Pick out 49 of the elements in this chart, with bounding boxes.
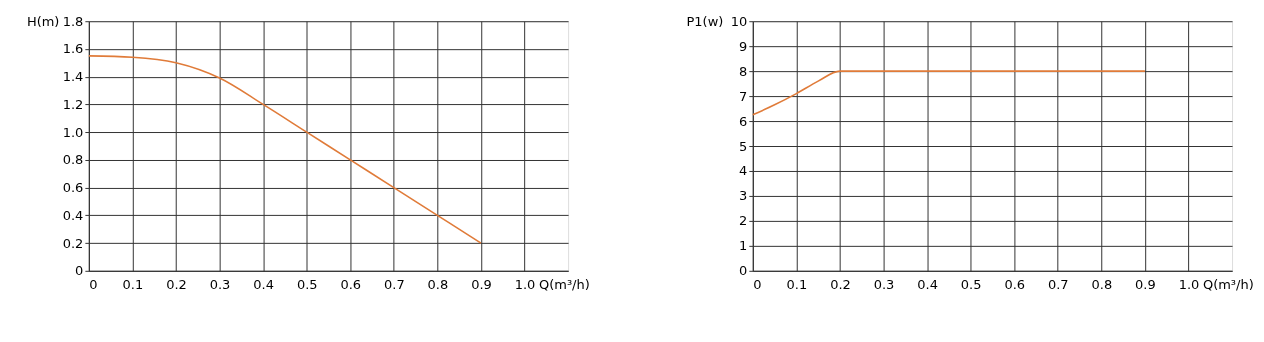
x-tick-label: 0.2 [166, 277, 187, 293]
y-tick-label: 2 [739, 213, 748, 229]
y-tick-label: 1.6 [62, 41, 84, 57]
x-tick-label: 0.5 [296, 277, 318, 293]
x-tick-label: 0.6 [340, 277, 362, 293]
x-axis-title: Q(m³/h) [539, 277, 590, 293]
x-tick-label: 0 [753, 277, 762, 293]
line-series [752, 70, 1146, 116]
y-tick-label: 6 [739, 113, 748, 129]
x-axis-title: Q(m³/h) [1202, 277, 1254, 293]
x-tick-label: 0.3 [873, 277, 895, 293]
x-tick-label: 0.1 [122, 277, 144, 293]
y-axis-title: H(m) [26, 13, 60, 29]
y-tick-label: 0.8 [62, 152, 84, 168]
y-tick-label: 7 [739, 88, 748, 104]
x-tick-label: 0.4 [253, 277, 274, 293]
y-tick-label: 1 [739, 238, 748, 254]
y-tick-label: 1.0 [62, 124, 84, 140]
y-tick-label: 0.4 [62, 207, 84, 223]
y-axis-title: P1(w) [686, 13, 724, 29]
x-tick-label: 0.4 [917, 277, 938, 293]
x-tick-label: 0.8 [1091, 277, 1113, 293]
y-tick-label: 0.6 [62, 180, 84, 196]
x-tick-label: 0.8 [427, 277, 449, 293]
x-tick-label: 1.0 [514, 277, 536, 293]
y-tick-label: 1.2 [62, 96, 84, 112]
x-tick-label: 0.9 [471, 277, 492, 293]
x-tick-label: 1.0 [1178, 277, 1200, 293]
y-tick-label: 0 [75, 263, 84, 279]
y-tick-label: 3 [739, 188, 748, 204]
x-tick-label: 0 [89, 277, 98, 293]
x-tick-label: 0.7 [384, 277, 405, 293]
x-tick-label: 0.1 [786, 277, 808, 293]
y-tick-label: 1.8 [62, 13, 84, 29]
x-tick-label: 0.7 [1047, 277, 1069, 293]
y-tick-label: 4 [739, 163, 748, 179]
y-tick-label: 10 [730, 13, 748, 29]
line-series [88, 55, 482, 244]
x-tick-label: 0.2 [830, 277, 851, 293]
y-tick-label: 0.2 [62, 235, 84, 251]
y-tick-label: 5 [739, 138, 748, 154]
y-tick-label: 9 [739, 38, 748, 54]
x-tick-label: 0.9 [1135, 277, 1156, 293]
x-tick-label: 0.5 [960, 277, 982, 293]
x-tick-label: 0.6 [1004, 277, 1026, 293]
y-tick-label: 1.4 [62, 69, 84, 85]
x-tick-label: 0.3 [209, 277, 231, 293]
y-tick-label: 0 [739, 263, 748, 279]
y-tick-label: 8 [739, 63, 748, 79]
